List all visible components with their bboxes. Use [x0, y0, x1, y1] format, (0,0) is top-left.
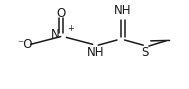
- Text: ⁻O: ⁻O: [18, 38, 33, 51]
- Text: NH: NH: [114, 4, 131, 17]
- Text: NH: NH: [87, 46, 104, 59]
- Text: S: S: [142, 46, 149, 59]
- Text: +: +: [67, 24, 74, 33]
- Text: O: O: [56, 7, 65, 20]
- Text: N: N: [51, 28, 60, 41]
